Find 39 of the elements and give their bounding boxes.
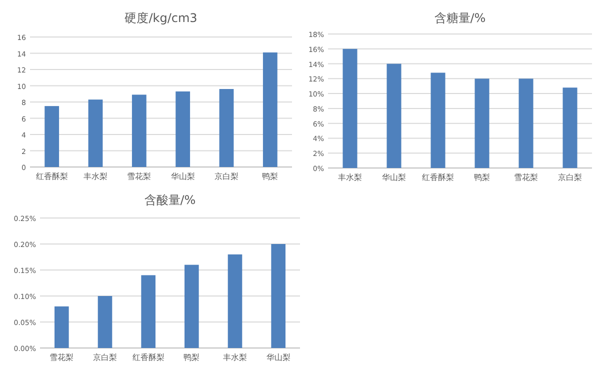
x-tick-label: 丰水梨 [223, 353, 247, 362]
x-tick-label: 红香酥梨 [36, 172, 68, 181]
x-tick-label: 京白梨 [558, 173, 582, 182]
bar [518, 78, 534, 168]
bar [54, 306, 69, 348]
bar [271, 244, 286, 348]
chart-title: 硬度/kg/cm3 [124, 11, 198, 25]
chart-title: 含酸量/% [144, 193, 196, 207]
x-tick-label: 红香酥梨 [132, 353, 164, 362]
bar [262, 52, 278, 167]
x-tick-label: 鸭梨 [474, 173, 490, 182]
bar [141, 275, 156, 348]
bar [98, 296, 112, 348]
x-tick-label: 丰水梨 [338, 173, 362, 182]
bar [228, 254, 242, 348]
bar [474, 78, 490, 168]
bar [176, 91, 190, 167]
bar [219, 89, 234, 167]
x-tick-label: 华山梨 [266, 353, 290, 362]
x-tick-label: 雪花梨 [514, 173, 538, 182]
x-tick-label: 雪花梨 [50, 353, 74, 362]
x-tick-label: 华山梨 [382, 173, 406, 182]
x-tick-label: 京白梨 [214, 172, 238, 181]
bar [342, 48, 358, 168]
bar [132, 94, 146, 167]
x-tick-label: 京白梨 [93, 353, 117, 362]
bar [44, 106, 60, 167]
x-tick-label: 华山梨 [170, 172, 195, 181]
bar [184, 264, 199, 348]
x-tick-label: 红香酥梨 [422, 173, 454, 182]
chart-title: 含糖量/% [434, 11, 486, 25]
x-tick-label: 丰水梨 [84, 172, 108, 181]
x-tick-label: 鸭梨 [184, 353, 200, 362]
x-tick-label: 鸭梨 [262, 172, 278, 181]
x-tick-label: 雪花梨 [127, 172, 152, 181]
bar [386, 64, 402, 168]
bar [88, 100, 103, 167]
bar [430, 72, 446, 168]
bar [562, 88, 578, 168]
